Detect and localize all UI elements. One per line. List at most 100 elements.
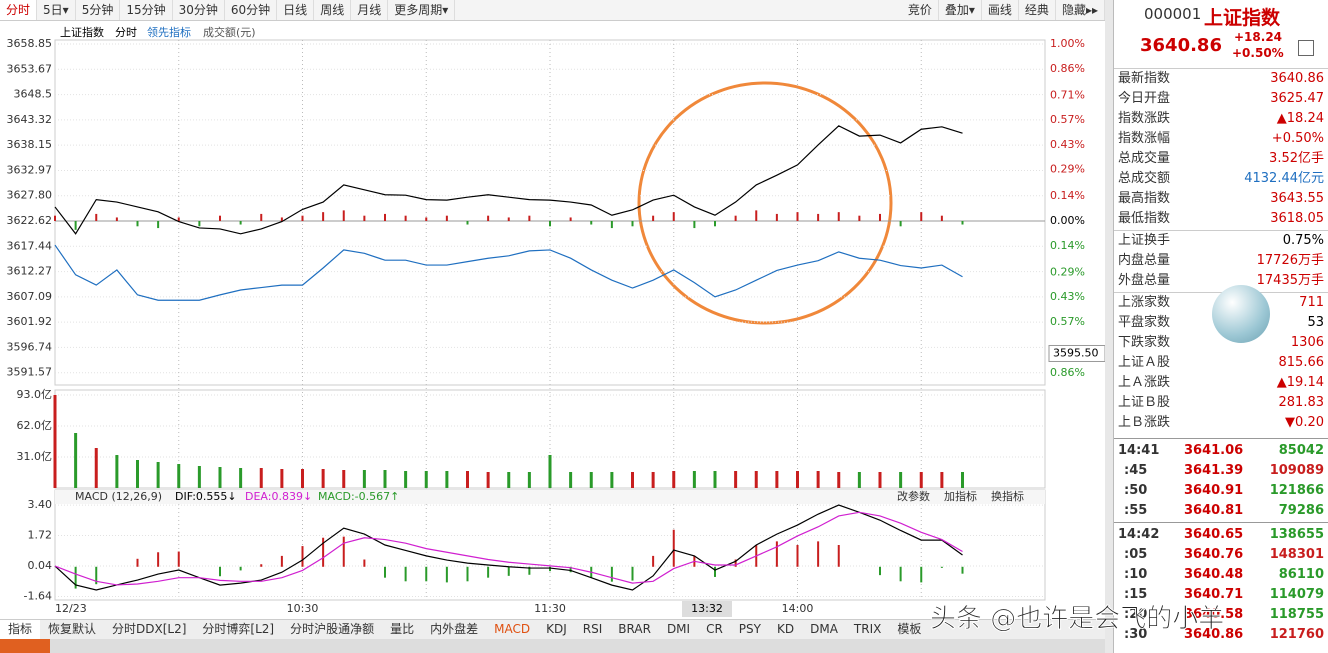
indicator-tab[interactable]: PSY	[738, 622, 761, 636]
indicator-bar	[74, 220, 77, 230]
price-line	[54, 125, 963, 235]
quote-row: 今日开盘 3625.47	[1118, 89, 1324, 109]
toolbar-button[interactable]: 分时	[0, 0, 38, 20]
macd-bar	[879, 566, 881, 576]
indicator-tab[interactable]: DMI	[666, 622, 691, 636]
quote-label: 内盘总量	[1118, 253, 1171, 268]
macd-bar	[157, 552, 160, 567]
indicator-tab[interactable]: 量比	[390, 622, 415, 636]
toolbar-button[interactable]: 隐藏▸▸	[1056, 0, 1105, 20]
toolbar-button[interactable]: 叠加▾	[939, 0, 982, 20]
volume-bar	[486, 472, 490, 488]
toolbar: 分时 5日▾ 5分钟 15分钟 30分钟 60分钟 日线 周线 月线 更多周期▾ 竞价 叠加▾ 画线 经典…	[0, 0, 1105, 21]
collapse-button[interactable]	[1298, 40, 1314, 56]
indicator-tabs: 指标 恢复默认 分时DDX[L2] 分时博弈[L2] 分时沪股通净额 量比 内外盘差 MACD…	[0, 619, 1105, 639]
indicator-tab[interactable]: 内外盘差	[430, 622, 479, 636]
indicator-tab[interactable]: 恢复默认	[48, 622, 97, 636]
quote-row: 上Ａ涨跌 ▲19.14	[1118, 373, 1324, 393]
indicator-bar	[404, 215, 407, 221]
macd-bar	[404, 566, 407, 582]
macd-action[interactable]: 加指标	[944, 489, 977, 503]
toolbar-button[interactable]: 更多周期▾	[388, 0, 456, 20]
trade-volume: 121760	[1269, 627, 1324, 642]
quote-value: 17726万手	[1256, 253, 1324, 268]
toolbar-button[interactable]: 月线	[351, 0, 389, 20]
toolbar-button[interactable]: 日线	[277, 0, 315, 20]
toolbar-button[interactable]: 15分钟	[120, 0, 173, 20]
indicator-tab[interactable]: 分时DDX[L2]	[112, 622, 187, 636]
macd-bar	[301, 546, 304, 567]
trade-volume: 86110	[1278, 567, 1324, 582]
indicator-tab[interactable]: RSI	[582, 622, 603, 636]
quote-row: 外盘总量 17435万手	[1118, 271, 1324, 291]
trade-time: :10	[1124, 567, 1148, 582]
indicator-tab[interactable]: 分时沪股通净额	[290, 622, 375, 636]
quote-row: 总成交量 3.52亿手	[1118, 149, 1324, 169]
macd-bar	[342, 536, 345, 567]
indicator-bar	[507, 217, 510, 221]
indicator-tab[interactable]: KD	[776, 622, 795, 636]
quote-label: 上Ｂ涨跌	[1118, 415, 1171, 430]
volume-bar	[857, 472, 861, 488]
y-tick-label: 3612.27	[7, 265, 53, 278]
indicator-tab[interactable]: DMA	[810, 622, 838, 636]
indicator-tab[interactable]: TRIX	[853, 622, 882, 636]
toolbar-button[interactable]: 周线	[314, 0, 352, 20]
toolbar-button[interactable]: 5日▾	[37, 0, 76, 20]
divider	[1114, 522, 1328, 523]
volume-bar	[177, 464, 181, 488]
y2-tick-label: 0.71%	[1050, 88, 1085, 101]
y2-tick-label: 0.86%	[1050, 366, 1085, 379]
volume-bar	[775, 471, 779, 488]
macd-bar	[652, 555, 655, 567]
trade-row: :30 3640.86 121760	[1118, 625, 1324, 645]
macd-bar	[817, 541, 820, 567]
macd-action[interactable]: 换指标	[991, 489, 1024, 503]
y-tick-label: 31.0亿	[17, 450, 53, 463]
trade-price: 3640.86	[1184, 627, 1244, 642]
quote-row: 指数涨幅 +0.50%	[1118, 129, 1324, 149]
toolbar-button[interactable]: 5分钟	[76, 0, 121, 20]
toolbar-button[interactable]: 60分钟	[225, 0, 278, 20]
y-tick-label: 0.04	[28, 559, 53, 572]
indicator-bar	[219, 215, 221, 221]
macd-action[interactable]: 改参数	[897, 489, 930, 503]
legend-item: 成交额(元)	[203, 25, 256, 39]
cursor-box	[1048, 344, 1105, 362]
indicator-tab[interactable]: KDJ	[546, 622, 567, 636]
quote-row: 内盘总量 17726万手	[1118, 251, 1324, 271]
y2-tick-label: 1.00%	[1050, 37, 1085, 50]
toolbar-button[interactable]: 经典	[1019, 0, 1056, 20]
toolbar-button[interactable]: 画线	[982, 0, 1019, 20]
toolbar-button[interactable]: 30分钟	[173, 0, 225, 20]
quote-label: 上证Ａ股	[1118, 355, 1171, 370]
trade-price: 3640.91	[1184, 483, 1244, 498]
indicator-tab[interactable]: 分时博弈[L2]	[202, 622, 275, 636]
y2-tick-label: 0.86%	[1050, 62, 1085, 75]
macd-header: DEA:0.839↓	[245, 490, 312, 503]
legend-item: 领先指标	[147, 25, 191, 39]
y-tick-label: 3617.44	[7, 239, 53, 252]
indicator-bar	[858, 215, 861, 221]
macd-bar	[528, 566, 531, 575]
trade-volume: 109089	[1269, 463, 1324, 478]
quote-row: 上涨家数 711	[1118, 293, 1324, 313]
indicator-tab[interactable]: MACD	[494, 622, 531, 636]
quote-value: 1306	[1290, 335, 1324, 350]
volume-bar	[692, 471, 696, 488]
indicator-tab[interactable]: 模板	[897, 622, 922, 636]
indicator-bar	[363, 215, 366, 221]
trade-row: :50 3640.91 121866	[1118, 481, 1324, 501]
trade-volume: 148301	[1269, 547, 1324, 562]
indicator-tab[interactable]: 指标	[0, 620, 41, 639]
indicator-bar	[384, 213, 386, 221]
y-tick-label: 3643.32	[7, 113, 53, 126]
indicator-bar	[487, 215, 490, 221]
x-tick-label: 11:30	[534, 602, 566, 615]
toolbar-button[interactable]: 竞价	[902, 0, 939, 20]
overlay-ball	[1212, 285, 1270, 343]
indicator-tab[interactable]: BRAR	[618, 622, 651, 636]
macd-bar	[260, 564, 263, 567]
indicator-tab[interactable]: CR	[706, 622, 723, 636]
volume-bar	[301, 469, 304, 488]
